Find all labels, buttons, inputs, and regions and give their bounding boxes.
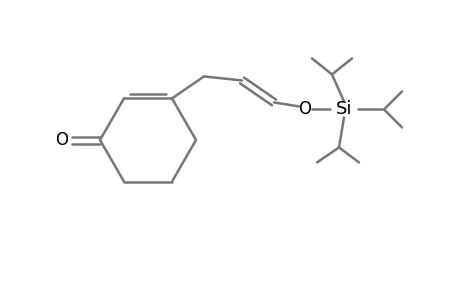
Text: Si: Si — [335, 100, 352, 118]
Text: O: O — [298, 100, 311, 118]
Text: O: O — [56, 131, 68, 149]
